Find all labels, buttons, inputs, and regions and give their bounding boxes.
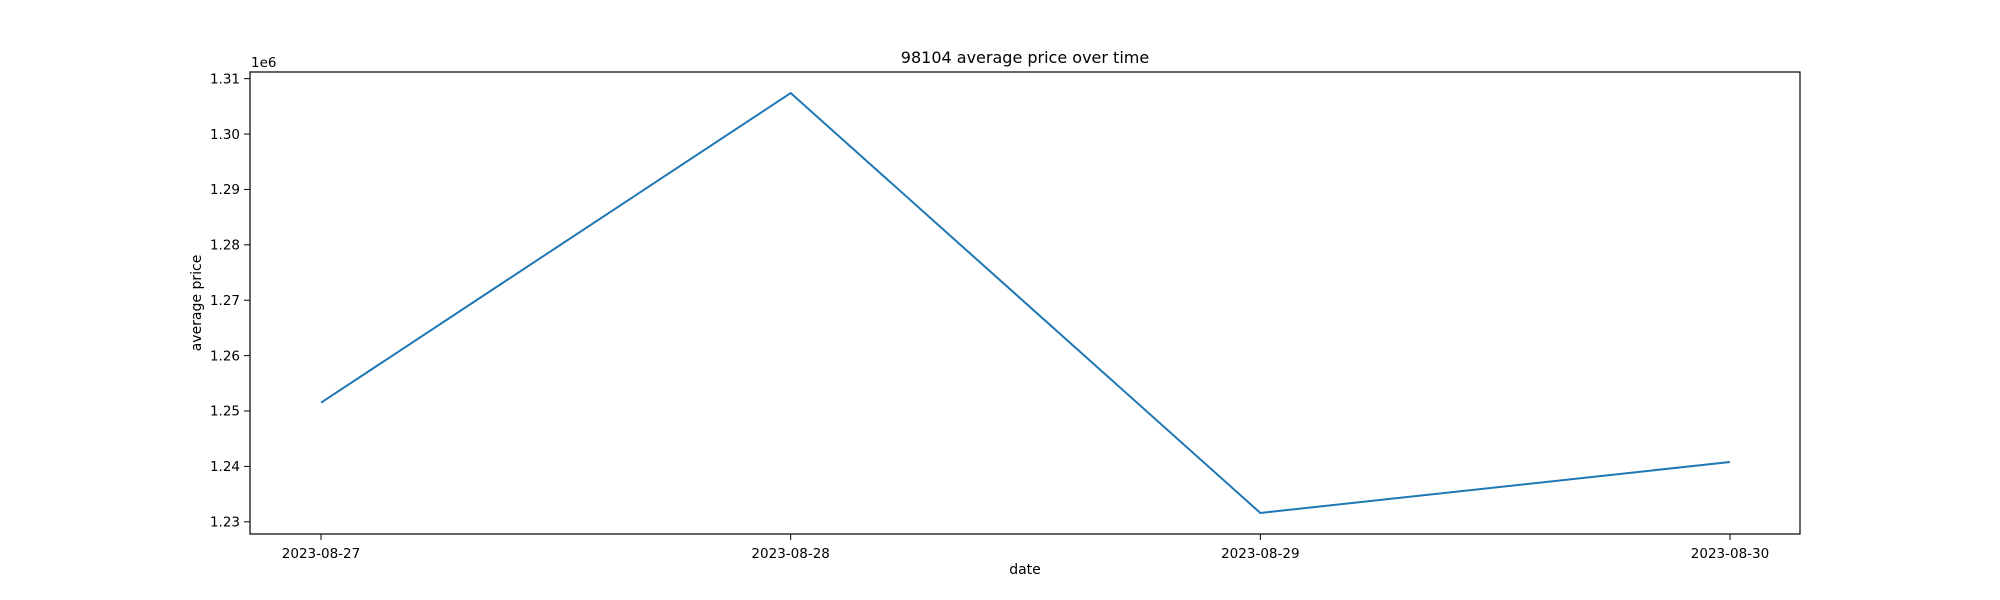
y-tick-label: 1.27 — [210, 293, 240, 309]
x-tick-label: 2023-08-29 — [1221, 546, 1299, 562]
x-tick-label: 2023-08-27 — [282, 546, 360, 562]
series-layer — [320, 92, 1731, 514]
y-axis-ticks: 1.23 1.24 1.25 1.26 1.27 1.28 1.29 1.30 1.31 — [210, 71, 250, 531]
x-tick-label: 2023-08-30 — [1691, 546, 1769, 562]
y-tick-label: 1.25 — [210, 404, 240, 420]
y-tick-label: 1.29 — [210, 182, 240, 198]
y-tick-label: 1.28 — [210, 238, 240, 254]
y-tick-label: 1.23 — [210, 515, 240, 531]
series-line-0 — [320, 92, 1731, 514]
y-axis-label: average price — [189, 255, 205, 352]
x-axis-label: date — [1009, 562, 1041, 578]
y-tick-label: 1.24 — [210, 459, 240, 475]
x-axis-ticks: 2023-08-27 2023-08-28 2023-08-29 2023-08-30 — [282, 534, 1769, 562]
plot-area-frame — [249, 71, 1801, 535]
x-tick-label: 2023-08-28 — [751, 546, 829, 562]
y-tick-label: 1.30 — [210, 127, 240, 143]
chart-title: 98104 average price over time — [901, 48, 1149, 67]
y-tick-label: 1.26 — [210, 348, 240, 364]
y-axis-offset-label: 1e6 — [251, 55, 276, 71]
y-tick-label: 1.31 — [210, 71, 240, 87]
